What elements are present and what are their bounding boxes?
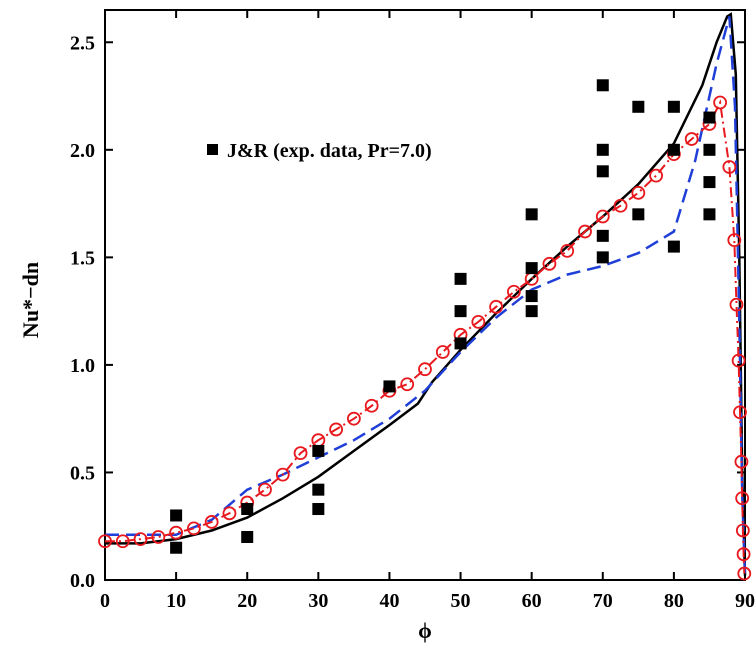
series-circle-marker [204, 515, 219, 529]
series-circle-marker [713, 95, 728, 110]
data-point-square [170, 509, 183, 522]
data-point-square [596, 79, 609, 92]
series-circle-marker [151, 530, 166, 544]
y-axis-label: Nu*−dn [18, 262, 43, 338]
data-point-square [312, 503, 325, 516]
data-point-square [312, 444, 325, 457]
x-tick-label: 90 [735, 590, 755, 612]
legend-label-jr: J&R (exp. data, Pr=7.0) [227, 140, 432, 162]
data-point-square [596, 251, 609, 264]
series-circle-marker [329, 422, 344, 437]
series-circle-marker [722, 160, 737, 174]
x-tick-label: 70 [593, 590, 613, 612]
data-point-square [596, 143, 609, 156]
x-tick-label: 50 [451, 590, 471, 612]
series-circle-marker [737, 566, 752, 581]
y-tick-label: 1.0 [70, 355, 95, 377]
x-axis-label: ϕ [418, 618, 432, 643]
data-point-square [667, 100, 680, 113]
y-tick-label: 2.5 [70, 32, 95, 54]
data-point-square [632, 208, 645, 221]
series-circle-marker [560, 244, 575, 258]
x-tick-label: 10 [166, 590, 186, 612]
data-point-square [525, 305, 538, 318]
data-point-square [632, 100, 645, 113]
x-tick-label: 80 [664, 590, 684, 612]
data-point-square [525, 262, 538, 275]
data-point-square [383, 380, 396, 393]
series-circle-marker [275, 467, 290, 482]
x-tick-label: 60 [522, 590, 542, 612]
series-circle-marker [222, 506, 237, 521]
data-point-square [454, 337, 467, 350]
x-tick-label: 0 [100, 590, 110, 612]
series-circle-marker [186, 521, 201, 536]
series-dashed-line [105, 16, 747, 576]
data-point-square [596, 165, 609, 178]
data-point-square [667, 143, 680, 156]
data-point-square [454, 272, 467, 285]
series-circle-marker [731, 353, 746, 368]
series-circle-marker [631, 185, 646, 200]
series-circle-marker [293, 446, 308, 460]
data-point-square [241, 503, 254, 516]
data-point-square [667, 240, 680, 253]
legend: J&R (exp. data, Pr=7.0) [207, 140, 432, 162]
data-point-square [170, 541, 183, 554]
series-circle-marker [735, 523, 750, 538]
series-circle-marker [733, 405, 747, 420]
x-tick-label: 30 [308, 590, 328, 612]
x-axis: 0 10 20 30 40 50 60 70 80 90 [100, 10, 755, 612]
series-circle-marker [506, 284, 521, 299]
series-circle-marker [435, 345, 450, 359]
data-point-square [703, 111, 716, 124]
series-circle-marker [736, 547, 751, 562]
series-circle-marker [613, 198, 628, 213]
data-point-square [703, 143, 716, 156]
series-circle-marker [489, 299, 504, 314]
x-tick-label: 20 [237, 590, 257, 612]
data-point-square [454, 305, 467, 318]
y-tick-label: 1.5 [70, 247, 95, 269]
data-point-square [312, 483, 325, 496]
series-circle-marker [400, 377, 415, 392]
series-dashdot-line [105, 99, 746, 574]
data-point-square [525, 290, 538, 303]
series-circle-marker [735, 491, 750, 506]
x-tick-label: 40 [379, 590, 399, 612]
y-tick-label: 0.0 [70, 570, 95, 592]
plot-area [104, 9, 746, 581]
series-circle-marker [578, 224, 592, 239]
series-circle-marker [346, 411, 361, 426]
series-circle-marker [364, 398, 379, 413]
series-circle-marker [115, 534, 130, 549]
series-circle-marker [595, 209, 610, 224]
legend-marker-square [207, 144, 218, 155]
series-circle-marker [258, 482, 272, 497]
series-circle-marker [729, 297, 744, 312]
data-point-square [525, 208, 538, 221]
series-circle-marker [542, 256, 557, 271]
series-circle-marker [133, 532, 148, 547]
series-layer [98, 12, 752, 581]
y-tick-label: 2.0 [70, 140, 95, 162]
series-circle-marker [649, 168, 664, 183]
series-circle-marker [734, 454, 749, 469]
series-circle-marker [98, 534, 112, 549]
y-tick-label: 0.5 [70, 462, 95, 484]
data-point-square [241, 530, 254, 543]
series-circle-marker [684, 132, 699, 146]
data-point-square [703, 176, 716, 189]
series-circle-marker [471, 314, 486, 329]
series-circle-marker [418, 362, 432, 377]
series-circle-marker [169, 525, 184, 540]
data-point-square [596, 229, 609, 242]
series-circle-marker [727, 233, 742, 248]
data-point-square [703, 208, 716, 221]
y-axis: 0.0 0.5 1.0 1.5 2.0 2.5 [70, 32, 745, 592]
